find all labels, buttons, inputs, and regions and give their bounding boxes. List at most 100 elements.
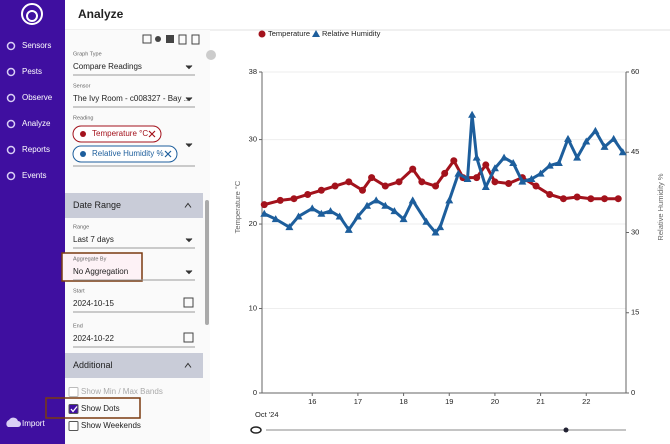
data-point — [545, 161, 554, 169]
caret[interactable] — [185, 65, 193, 70]
caret[interactable] — [184, 202, 192, 208]
nav-item[interactable]: Pests — [22, 67, 42, 76]
nav-item[interactable]: Observe — [22, 93, 53, 102]
data-point — [473, 174, 481, 182]
data-point — [614, 195, 622, 203]
nav-item[interactable]: Events — [22, 171, 46, 180]
nav-item[interactable]: Sensors — [22, 41, 51, 50]
y-axis-label: Temperature °C — [233, 180, 242, 233]
range-label: Range — [73, 224, 89, 230]
data-point — [573, 153, 582, 161]
data-point — [481, 183, 490, 191]
chip-label: Temperature °C — [92, 129, 148, 138]
sensor[interactable]: The Ivy Room - c008327 - Bay ... — [73, 94, 190, 103]
chip-remove[interactable] — [164, 150, 172, 158]
section-header[interactable] — [65, 193, 203, 218]
x-tick-label: 22 — [582, 397, 590, 406]
data-point — [587, 195, 595, 203]
data-point — [285, 223, 294, 231]
nav-import[interactable]: Import — [22, 419, 45, 428]
option-label: Show Dots — [81, 404, 120, 413]
sensor-label: Sensor — [73, 83, 91, 89]
checkbox[interactable] — [68, 421, 79, 431]
logo[interactable] — [21, 3, 43, 25]
data-point — [381, 182, 389, 190]
tool-icon[interactable] — [142, 34, 152, 44]
chip-label: Relative Humidity % — [92, 149, 164, 158]
x-axis-note: Oct '24 — [255, 410, 279, 419]
x-tick-label: 18 — [399, 397, 407, 406]
data-point — [408, 196, 417, 204]
data-point — [432, 182, 440, 190]
tool-icon[interactable] — [155, 36, 161, 42]
tool-icon[interactable] — [191, 34, 200, 45]
y2-tick-label: 45 — [631, 147, 639, 156]
chip-remove[interactable] — [148, 130, 156, 138]
data-point — [422, 217, 431, 225]
reading-chip[interactable] — [72, 125, 162, 143]
highlight-box — [61, 252, 143, 282]
data-point — [399, 215, 408, 223]
data-point — [582, 137, 591, 145]
y2-tick-label: 15 — [631, 308, 639, 317]
scrollbar[interactable] — [205, 200, 209, 325]
slider-handle[interactable] — [563, 427, 569, 433]
nav-icon — [6, 171, 16, 181]
aggregate[interactable]: No Aggregation — [73, 267, 128, 276]
nav-item[interactable]: Analyze — [22, 119, 51, 128]
section-title: Additional — [73, 360, 113, 370]
tool-icon[interactable] — [178, 34, 187, 45]
caret[interactable] — [185, 238, 193, 243]
caret[interactable] — [185, 97, 193, 102]
x-tick-label: 16 — [308, 397, 316, 406]
end[interactable]: 2024-10-22 — [73, 334, 114, 343]
nav-item[interactable]: Reports — [22, 145, 50, 154]
calendar-icon[interactable] — [183, 332, 194, 343]
start[interactable]: 2024-10-15 — [73, 299, 114, 308]
graph-type[interactable]: Compare Readings — [73, 62, 142, 71]
data-point — [490, 164, 499, 172]
data-point — [591, 126, 600, 134]
highlight-box — [45, 397, 141, 419]
reading-chip[interactable] — [72, 145, 178, 163]
caret[interactable] — [185, 143, 193, 148]
data-point — [260, 209, 269, 217]
data-point — [418, 178, 426, 186]
data-point — [491, 178, 499, 186]
collapse-button[interactable] — [206, 50, 216, 60]
caret[interactable] — [184, 362, 192, 368]
data-point — [395, 178, 403, 186]
data-point — [358, 186, 366, 194]
start-label: Start — [73, 288, 85, 294]
y-tick-label: 0 — [253, 388, 257, 397]
tool-icon[interactable] — [166, 35, 174, 43]
section-header[interactable] — [65, 353, 203, 378]
data-point — [482, 161, 490, 169]
nav-icon — [6, 145, 16, 155]
data-point — [509, 158, 518, 166]
page-title: Analyze — [78, 7, 124, 21]
option-label: Show Min / Max Bands — [81, 387, 163, 396]
data-point — [344, 225, 353, 233]
data-point — [441, 169, 449, 177]
legend-label[interactable]: Temperature — [268, 29, 310, 38]
y-tick-label: 20 — [249, 219, 257, 228]
topbar — [65, 0, 670, 30]
caret[interactable] — [185, 270, 193, 275]
data-point — [463, 175, 472, 182]
sidebar — [0, 0, 65, 444]
eye-icon[interactable] — [250, 426, 262, 434]
legend-label[interactable]: Relative Humidity — [322, 29, 381, 38]
range[interactable]: Last 7 days — [73, 235, 114, 244]
calendar-icon[interactable] — [183, 297, 194, 308]
data-point — [353, 212, 362, 220]
y-tick-label: 38 — [249, 67, 257, 76]
data-point — [527, 175, 536, 182]
logo-inner — [26, 10, 38, 22]
checkbox[interactable] — [68, 404, 79, 414]
data-point — [573, 193, 581, 201]
toolbar — [142, 34, 200, 45]
data-point — [546, 190, 554, 198]
x-tick-label: 20 — [491, 397, 499, 406]
